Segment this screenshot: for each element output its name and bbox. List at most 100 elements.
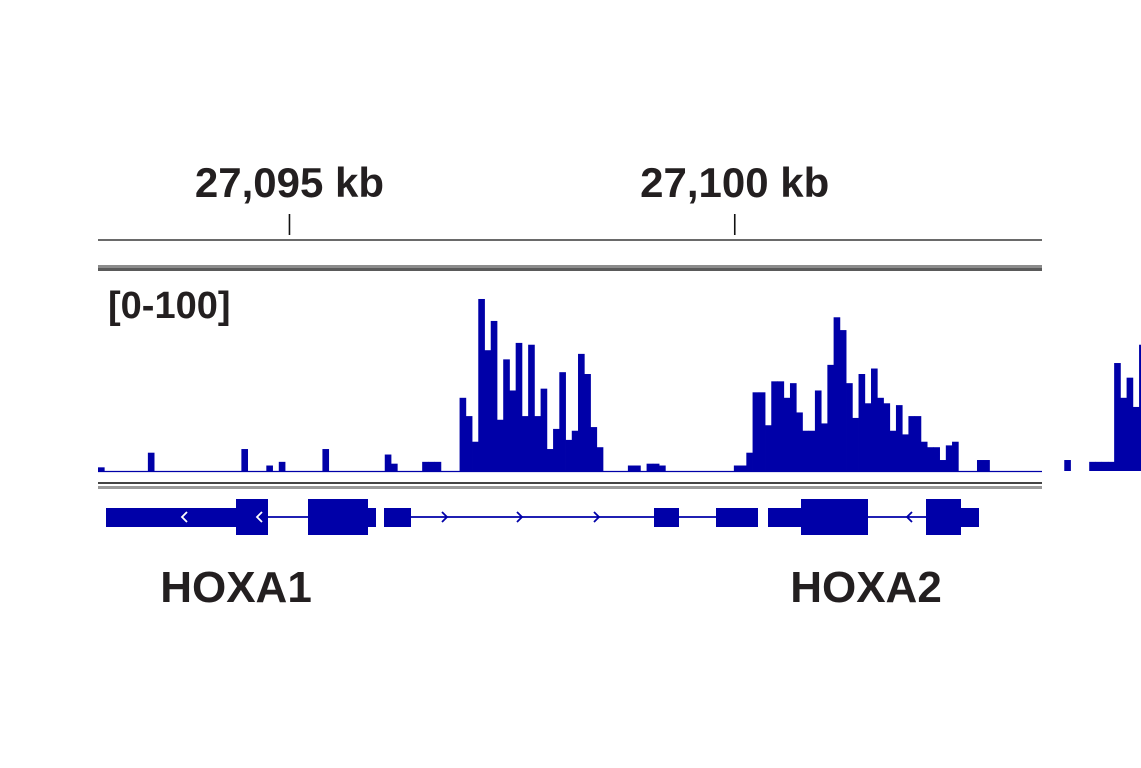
coverage-bar: [634, 465, 641, 471]
coverage-bar: [428, 461, 436, 471]
coverage-bar: [241, 449, 249, 471]
coverage-bar: [584, 374, 591, 471]
coverage-bar: [927, 447, 934, 471]
coverage-bar: [976, 460, 984, 471]
coverage-bar: [889, 430, 897, 471]
coverage-bar: [266, 465, 273, 471]
coverage-bar: [796, 412, 803, 471]
hoxa1-utr-exon-2: [368, 508, 376, 527]
coverage-bar: [627, 465, 635, 471]
coverage-bar: [478, 298, 485, 471]
exon-b: [654, 508, 679, 527]
coverage-bar: [459, 397, 467, 471]
coverage-track: [0-100]: [98, 285, 1141, 473]
coverage-bar: [827, 364, 834, 471]
coverage-bar: [1120, 397, 1127, 471]
coverage-bar: [871, 368, 878, 471]
coverage-bar: [565, 439, 573, 471]
coverage-bar: [578, 353, 585, 471]
gene-label-hoxa2: HOXA2: [790, 563, 942, 612]
coverage-bar: [833, 317, 841, 471]
coverage-bar: [983, 460, 990, 471]
coverage-bar: [1089, 461, 1096, 471]
coverage-bar: [1064, 460, 1071, 471]
strand-arrow-icon: [593, 511, 601, 523]
coverage-bar: [534, 416, 542, 471]
exon-a: [384, 508, 411, 527]
hoxa1-exon-1: [236, 499, 268, 535]
coverage-bars: [98, 298, 1141, 471]
coverage-bar: [777, 381, 785, 471]
coverage-bar: [808, 430, 816, 471]
coverage-bar: [434, 461, 442, 471]
data-range-label: [0-100]: [108, 285, 231, 327]
coverage-bar: [503, 359, 510, 471]
coverage-bar: [858, 374, 866, 471]
coverage-bar: [789, 383, 797, 471]
ruler: 27,095 kb 27,100 kb: [98, 159, 1042, 241]
coverage-bar: [852, 417, 859, 471]
coverage-bar: [1132, 406, 1140, 471]
coverage-bar: [496, 419, 504, 471]
exon-c: [716, 508, 758, 527]
gene-track: HOXA1 HOXA2: [106, 499, 979, 612]
hoxa2-exon-1: [801, 499, 868, 535]
coverage-bar: [515, 342, 523, 471]
strand-arrow-icon: [255, 511, 263, 523]
coverage-bar: [322, 449, 330, 471]
coverage-bar: [98, 467, 105, 471]
coverage-bar: [752, 392, 760, 471]
gene-label-hoxa1: HOXA1: [160, 563, 312, 612]
coverage-bar: [1114, 363, 1121, 471]
transcript-long: [384, 508, 758, 527]
coverage-bar: [596, 447, 604, 471]
coverage-bar: [765, 425, 772, 471]
coverage-bar: [422, 461, 429, 471]
coverage-bar: [802, 430, 810, 471]
coverage-bar: [746, 452, 753, 471]
strand-arrow-icon: [516, 511, 524, 523]
coverage-bar: [733, 465, 741, 471]
coverage-bar: [914, 416, 922, 471]
coverage-bar: [484, 350, 492, 471]
coverage-bar: [945, 445, 953, 471]
track-separator-bottom: [98, 482, 1042, 489]
coverage-bar: [740, 465, 747, 471]
coverage-bar: [939, 460, 947, 471]
coverage-bar: [540, 388, 548, 471]
strand-arrow-icon: [905, 511, 913, 523]
coverage-bar: [571, 430, 579, 471]
coverage-bar: [895, 405, 903, 471]
coverage-bar: [920, 441, 928, 471]
gene-model-hoxa2: [768, 499, 979, 535]
hoxa1-exon-2: [308, 499, 368, 535]
track-separator-top: [98, 265, 1042, 271]
coverage-bar: [546, 449, 554, 471]
coverage-bar: [1107, 461, 1115, 471]
coverage-bar: [771, 381, 778, 471]
hoxa2-utr-exon-2: [961, 508, 979, 527]
coverage-bar: [147, 452, 155, 471]
coverage-bar: [521, 416, 529, 471]
coverage-bar: [659, 465, 666, 471]
coverage-bar: [528, 344, 535, 471]
coverage-bar: [902, 434, 909, 471]
coverage-bar: [1101, 461, 1109, 471]
coverage-bar: [908, 416, 916, 471]
coverage-bar: [391, 463, 398, 471]
coverage-bar: [652, 463, 660, 471]
hoxa2-utr-exon: [768, 508, 801, 527]
coverage-bar: [1126, 377, 1134, 471]
coverage-bar: [384, 454, 392, 471]
ruler-tick-label-1: 27,100 kb: [640, 159, 829, 206]
coverage-bar: [839, 330, 847, 471]
coverage-bar: [783, 397, 791, 471]
ruler-ticks: 27,095 kb 27,100 kb: [195, 159, 829, 235]
strand-arrow-icon: [441, 511, 449, 523]
gene-model-hoxa1: [106, 499, 376, 535]
coverage-bar: [646, 463, 654, 471]
coverage-bar: [465, 416, 473, 471]
coverage-bar: [877, 397, 884, 471]
coverage-bar: [814, 390, 822, 471]
